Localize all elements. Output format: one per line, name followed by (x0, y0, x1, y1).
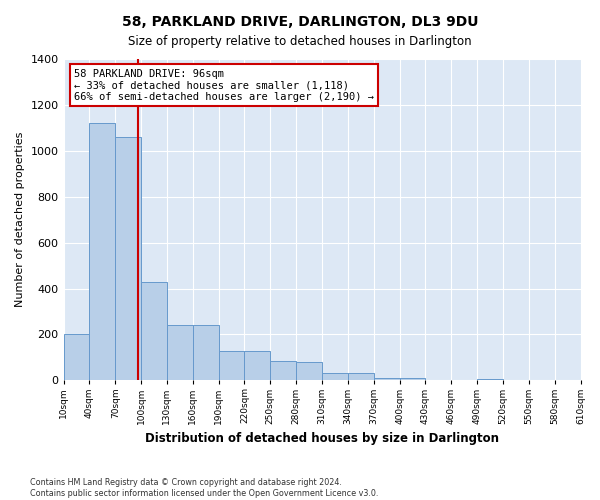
Bar (218, 350, 244, 380)
Bar (400, 378, 425, 380)
X-axis label: Distribution of detached houses by size in Darlington: Distribution of detached houses by size … (145, 432, 499, 445)
Bar (296, 362, 322, 380)
Bar (141, 282, 167, 380)
Bar (89, 124, 115, 380)
Text: Size of property relative to detached houses in Darlington: Size of property relative to detached ho… (128, 35, 472, 48)
Text: 58, PARKLAND DRIVE, DARLINGTON, DL3 9DU: 58, PARKLAND DRIVE, DARLINGTON, DL3 9DU (122, 15, 478, 29)
Text: Contains HM Land Registry data © Crown copyright and database right 2024.
Contai: Contains HM Land Registry data © Crown c… (30, 478, 379, 498)
Bar (348, 374, 374, 380)
Bar (477, 379, 503, 380)
Bar (322, 374, 348, 380)
Bar (374, 378, 400, 380)
Bar (115, 137, 141, 380)
Y-axis label: Number of detached properties: Number of detached properties (15, 132, 25, 308)
Bar (167, 326, 193, 380)
Text: 58 PARKLAND DRIVE: 96sqm
← 33% of detached houses are smaller (1,118)
66% of sem: 58 PARKLAND DRIVE: 96sqm ← 33% of detach… (74, 68, 374, 102)
Bar (193, 326, 218, 380)
Bar (244, 350, 271, 380)
Bar (271, 361, 296, 380)
Bar (64, 334, 89, 380)
